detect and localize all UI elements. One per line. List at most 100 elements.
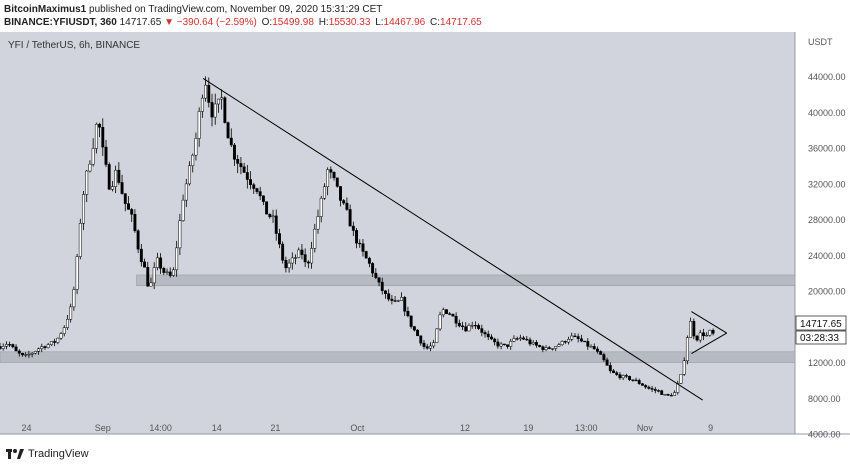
last-price-tag-value: 14717.65 <box>800 319 842 330</box>
candle-body <box>698 332 702 341</box>
candle-body <box>94 123 98 149</box>
publish-info: BitcoinMaximus1 published on TradingView… <box>4 4 382 15</box>
candle-body <box>435 328 439 343</box>
price-tick-label: 20000.00 <box>808 287 846 297</box>
candle-body <box>117 169 121 183</box>
candle-body <box>326 169 330 188</box>
candle-body <box>335 177 339 187</box>
candle-body <box>628 376 632 381</box>
high-label: H: <box>318 17 329 28</box>
candle-body <box>384 290 387 294</box>
candle-body <box>143 261 146 268</box>
candle-body <box>528 339 532 345</box>
tradingview-logo-icon <box>6 449 24 459</box>
candle-body <box>287 262 291 269</box>
price-tick-label: 36000.00 <box>808 144 846 154</box>
candle-body <box>82 194 85 224</box>
candle-body <box>59 333 63 339</box>
candle-body <box>62 327 66 334</box>
candle-body <box>608 365 612 372</box>
candle-body <box>351 225 355 231</box>
candle-body <box>107 164 111 190</box>
candles <box>0 76 715 397</box>
candle-body <box>692 321 696 337</box>
candle-body <box>213 103 217 118</box>
candle-body <box>239 163 243 168</box>
candle-body <box>554 346 558 349</box>
candle-body <box>316 216 320 230</box>
candle-body <box>663 394 667 396</box>
candle-body <box>576 336 580 339</box>
time-tick-label: 19 <box>523 423 533 433</box>
candle-body <box>551 348 554 350</box>
candle-body <box>390 298 394 301</box>
triangle-lower-line <box>691 332 727 355</box>
candle-body <box>560 341 564 345</box>
candle-body <box>406 311 410 317</box>
time-tick-label: 24 <box>21 423 31 433</box>
candle-body <box>676 383 680 393</box>
candle-body <box>631 379 635 381</box>
time-tick-label: Nov <box>637 423 654 433</box>
candle-body <box>612 370 615 373</box>
published-text: published on TradingView.com, November 0… <box>89 4 383 15</box>
descending-resistance-line <box>202 78 703 401</box>
candle-body <box>570 335 574 340</box>
candle-body <box>644 385 648 388</box>
candle-body <box>666 394 670 396</box>
candle-body <box>104 146 108 165</box>
candle-body <box>457 322 461 327</box>
support-zone-1 <box>136 274 796 287</box>
candle-body <box>506 344 509 347</box>
candle-body <box>278 233 281 245</box>
candle-body <box>226 122 230 139</box>
candle-body <box>412 326 416 331</box>
candle-body <box>605 359 609 366</box>
price-axis-background[interactable] <box>795 32 850 434</box>
candle-body <box>56 337 60 343</box>
candle-body <box>101 126 105 148</box>
candle-body <box>175 247 179 271</box>
price-tick-label: 40000.00 <box>808 108 846 118</box>
candle-body <box>155 257 159 268</box>
candle-body <box>441 309 445 316</box>
candle-body <box>242 166 246 173</box>
open-label: O: <box>261 17 273 28</box>
candle-body <box>204 84 208 99</box>
candle-body <box>130 209 134 215</box>
candle-body <box>17 350 21 354</box>
candle-body <box>8 344 12 346</box>
candle-body <box>194 138 198 156</box>
candle-body <box>69 306 73 320</box>
candle-body <box>85 170 89 195</box>
candle-body <box>467 325 471 332</box>
chart-pane-background[interactable] <box>0 32 795 434</box>
time-tick-label: 21 <box>270 423 280 433</box>
time-tick-label: 14:00 <box>149 423 172 433</box>
candle-body <box>233 144 236 160</box>
candle-body <box>634 379 638 382</box>
candle-body <box>361 243 365 252</box>
candle-body <box>573 335 577 338</box>
candle-body <box>123 193 127 204</box>
candle-body <box>647 386 651 389</box>
candle-body <box>255 188 259 192</box>
tradingview-logo[interactable]: TradingView <box>6 446 89 462</box>
candle-body <box>21 352 24 356</box>
countdown-tag-value: 03:28:33 <box>800 333 839 344</box>
candle-body <box>88 163 92 172</box>
candle-body <box>146 266 150 287</box>
candle-body <box>342 200 346 204</box>
candle-body <box>188 165 191 185</box>
candle-body <box>358 242 362 245</box>
candle-body <box>355 230 358 244</box>
candle-body <box>252 184 256 189</box>
candle-body <box>306 261 310 264</box>
candle-body <box>650 388 654 390</box>
close-value: 14717.65 <box>440 17 482 28</box>
candle-body <box>43 346 47 348</box>
candle-body <box>473 325 477 327</box>
candle-body <box>136 230 140 250</box>
candle-body <box>547 347 551 349</box>
